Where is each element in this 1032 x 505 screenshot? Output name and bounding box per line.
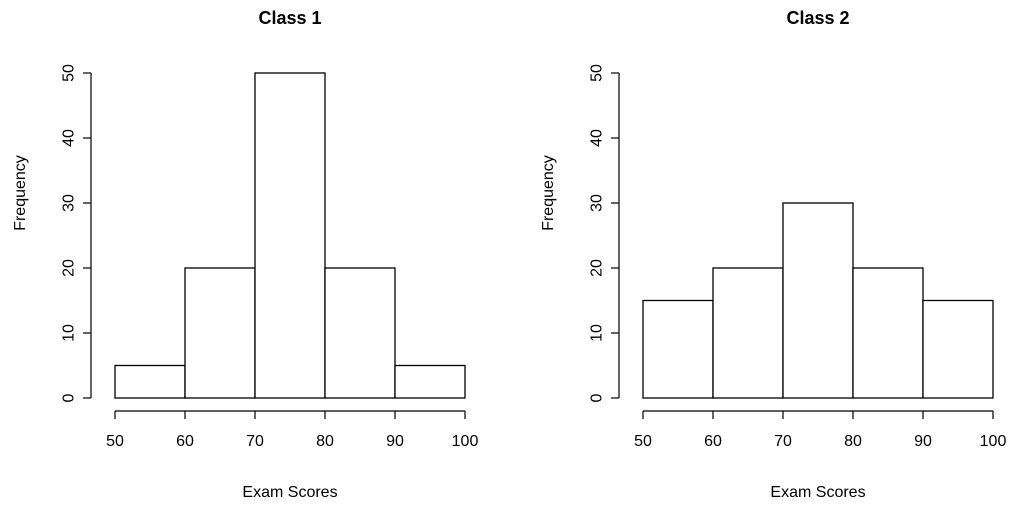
y-tick-label: 30 [589,194,606,212]
histogram-bar [254,72,326,399]
y-tick-label: 40 [61,129,78,147]
y-tick-label: 50 [61,64,78,82]
histogram-bar [852,267,924,399]
x-axis: 50 60 70 80 90 100 [634,410,1007,450]
x-axis: 50 60 70 80 90 100 [106,410,479,450]
histogram-bar [712,267,784,399]
y-tick-label: 50 [589,64,606,82]
x-tick-label: 100 [452,433,479,450]
y-axis: 0 10 20 30 40 50 [61,64,92,402]
x-tick-label: 50 [106,433,124,450]
y-tick-label: 40 [589,129,606,147]
y-tick-label: 0 [589,393,606,402]
x-tick-label: 90 [914,433,932,450]
x-tick-label: 70 [774,433,792,450]
x-axis-label: Exam Scores [770,484,865,501]
y-axis-label: Frequency [540,155,557,231]
x-tick-label: 50 [634,433,652,450]
panel-class-2: Class 2 Frequency Exam Scores 50 60 70 80 90… [540,8,1006,501]
x-tick-label: 70 [246,433,264,450]
histogram-bar [324,267,396,399]
x-tick-label: 100 [980,433,1007,450]
bars [642,202,994,399]
y-axis-label: Frequency [12,155,29,231]
x-axis-label: Exam Scores [242,484,337,501]
histogram-bar [114,364,186,399]
y-axis: 0 10 20 30 40 50 [589,64,620,402]
y-tick-label: 30 [61,194,78,212]
x-tick-label: 60 [176,433,194,450]
histogram-bar [642,299,714,399]
chart-title: Class 1 [258,8,321,28]
y-tick-label: 0 [61,393,78,402]
y-tick-label: 10 [589,324,606,342]
bars [114,72,466,399]
x-tick-label: 80 [316,433,334,450]
y-tick-label: 20 [61,259,78,277]
histogram-bar [394,364,466,399]
y-tick-label: 10 [61,324,78,342]
chart-title: Class 2 [786,8,849,28]
x-tick-label: 90 [386,433,404,450]
x-tick-label: 80 [844,433,862,450]
histogram-bar [922,299,994,399]
panel-class-1: Class 1 Frequency Exam Scores 50 60 70 80 90… [12,8,478,501]
histogram-bar [184,267,256,399]
histogram-bar [782,202,854,399]
x-tick-label: 60 [704,433,722,450]
y-tick-label: 20 [589,259,606,277]
